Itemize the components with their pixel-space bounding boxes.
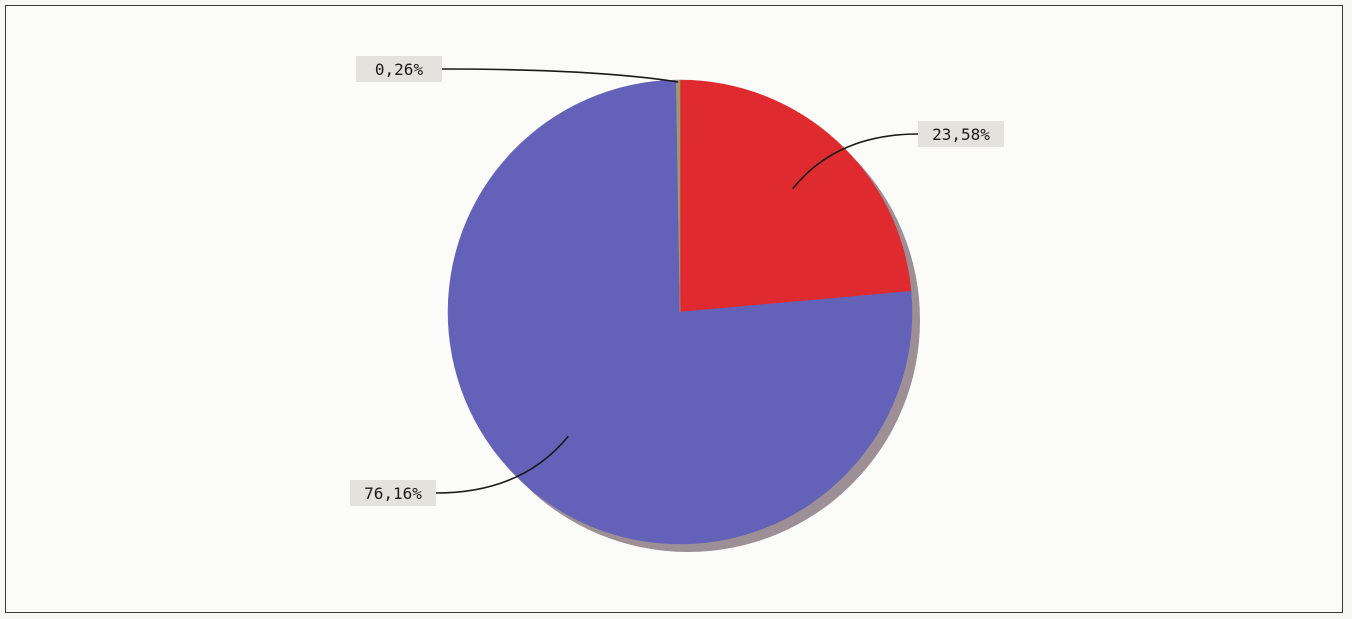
- leader-lines: [435, 68, 919, 494]
- pie-slices: [447, 79, 913, 545]
- pie-slice-3: [675, 79, 681, 313]
- pie-slice-2: [447, 79, 913, 545]
- slice-label-2: 76,16%: [350, 480, 436, 506]
- slice-label-text: 76,16%: [364, 484, 422, 503]
- pie-slice-1: [679, 79, 912, 313]
- leader-line-2: [435, 435, 569, 494]
- slice-label-background: [350, 480, 436, 506]
- slice-label-1: 23,58%: [918, 121, 1004, 147]
- leader-line-3: [441, 68, 679, 83]
- slice-label-background: [918, 121, 1004, 147]
- slice-label-background: [356, 56, 442, 82]
- slice-labels: 23,58% 76,16% 0,26%: [350, 56, 1004, 506]
- leader-line-1: [792, 133, 919, 190]
- slice-label-3: 0,26%: [356, 56, 442, 82]
- slice-label-text: 23,58%: [932, 125, 990, 144]
- slice-label-text: 0,26%: [375, 60, 424, 79]
